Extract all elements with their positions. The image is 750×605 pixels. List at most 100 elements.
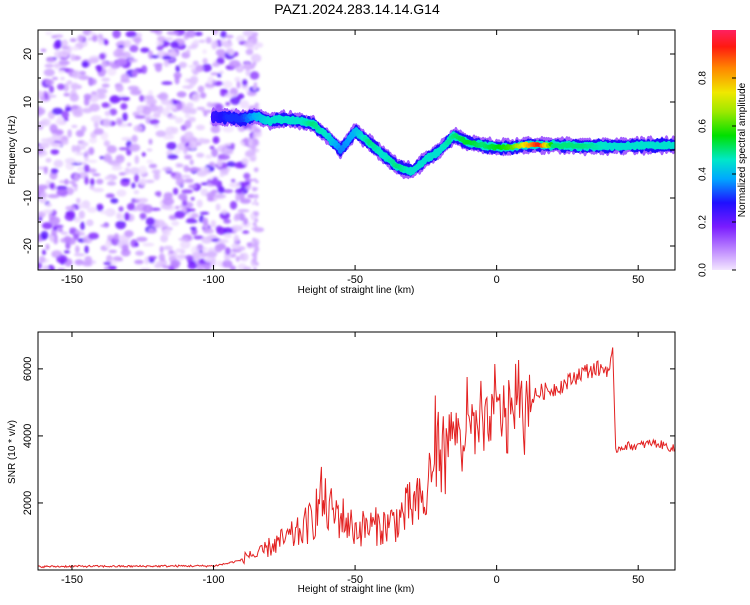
noise-speckle-cell (57, 70, 65, 74)
noise-speckle-cell (51, 76, 59, 81)
noise-speckle-cell (80, 221, 85, 231)
noise-speckle-cell (210, 125, 221, 134)
noise-speckle-cell (41, 197, 48, 203)
noise-speckle-cell (134, 115, 146, 119)
noise-speckle-cell (54, 50, 63, 59)
snr-x-tick-label: 50 (632, 574, 644, 586)
noise-speckle-cell (84, 176, 89, 185)
noise-speckle-cell (255, 225, 258, 228)
noise-speckle-cell (81, 161, 87, 165)
noise-speckle-cell (146, 98, 158, 106)
noise-speckle-cell (122, 112, 128, 122)
noise-speckle-cell (215, 49, 226, 57)
snr-y-tick-label: 4000 (22, 424, 34, 448)
noise-speckle-cell (235, 256, 240, 262)
noise-speckle-cell (219, 211, 230, 220)
noise-speckle-cell (93, 120, 99, 129)
noise-speckle-cell (138, 165, 147, 175)
noise-speckle-cell (181, 107, 190, 113)
noise-speckle-cell (193, 39, 200, 45)
noise-speckle-cell (81, 61, 89, 68)
noise-speckle-cell (121, 244, 129, 252)
noise-speckle-cell (71, 82, 79, 90)
noise-speckle-cell (155, 63, 162, 72)
noise-speckle-cell (63, 250, 70, 254)
noise-speckle-cell (148, 228, 156, 234)
noise-speckle-cell (101, 83, 110, 88)
noise-speckle-cell (170, 41, 179, 49)
noise-speckle-cell (149, 118, 160, 125)
noise-speckle-cell (75, 245, 80, 254)
noise-speckle-cell (162, 107, 170, 117)
noise-speckle-cell (237, 93, 245, 100)
noise-speckle-cell (45, 31, 53, 35)
noise-speckle-cell (157, 105, 164, 114)
noise-speckle-cell (141, 152, 146, 157)
noise-speckle-cell (45, 203, 52, 207)
noise-speckle-cell (184, 154, 193, 160)
noise-speckle-cell (53, 250, 61, 257)
noise-speckle-cell (222, 80, 233, 89)
noise-speckle-cell (60, 76, 65, 81)
noise-speckle-cell (115, 84, 124, 93)
noise-speckle-cell (170, 259, 181, 268)
noise-speckle-cell (185, 49, 191, 54)
noise-speckle-cell (56, 189, 68, 196)
noise-speckle-cell (73, 217, 81, 223)
noise-speckle-cell (104, 240, 112, 249)
noise-speckle-cell (77, 166, 85, 172)
noise-speckle-cell (61, 110, 69, 119)
noise-speckle-cell (121, 137, 133, 141)
noise-speckle-cell (46, 58, 56, 63)
noise-speckle-cell (89, 57, 99, 64)
noise-speckle-cell (244, 62, 251, 71)
noise-speckle-cell (197, 137, 206, 144)
noise-speckle-cell (38, 184, 49, 190)
noise-speckle-cell (231, 243, 240, 250)
noise-speckle-cell (75, 144, 81, 153)
noise-speckle-cell (69, 180, 76, 184)
noise-speckle-cell (183, 131, 194, 141)
noise-speckle-cell (205, 154, 213, 159)
noise-speckle-cell (216, 158, 223, 168)
noise-speckle-cell (49, 123, 58, 133)
noise-speckle-cell (148, 138, 153, 145)
noise-speckle-cell (101, 59, 107, 69)
noise-speckle-cell (111, 166, 123, 171)
noise-speckle-cell (184, 119, 192, 129)
noise-speckle-cell (193, 235, 205, 240)
noise-speckle-cell (209, 161, 215, 167)
noise-speckle-cell (191, 228, 198, 236)
noise-speckle-cell (185, 254, 194, 261)
noise-speckle-cell (64, 178, 69, 185)
snr-marks (38, 347, 675, 569)
noise-speckle-cell (214, 193, 227, 199)
snr-frame (37, 331, 676, 571)
noise-speckle-cell (171, 220, 180, 226)
noise-speckle-cell (225, 48, 234, 55)
noise-speckle-cell (113, 233, 120, 240)
noise-speckle-cell (166, 142, 177, 150)
noise-speckle-cell (38, 262, 43, 270)
noise-speckle-cell (61, 39, 68, 48)
noise-speckle-cell (186, 217, 196, 223)
noise-speckle-cell (230, 142, 235, 151)
noise-speckle-cell (115, 117, 123, 126)
spectrogram-y-tick-label: 10 (22, 96, 34, 108)
noise-speckle-cell (187, 213, 193, 217)
noise-speckle-cell (131, 199, 140, 204)
noise-speckle-cell (181, 174, 191, 178)
noise-speckle-cell (209, 145, 215, 150)
colorbar-label: Normalized spectral amplitude (737, 82, 748, 217)
noise-speckle-cell (92, 187, 105, 193)
noise-speckle-cell (243, 172, 251, 180)
noise-speckle-cell (158, 253, 166, 261)
noise-speckle-cell (229, 200, 238, 210)
noise-speckle-cell (201, 109, 214, 114)
colorbar-gradient (712, 30, 736, 270)
noise-speckle-cell (144, 256, 150, 265)
noise-speckle-cell (148, 163, 158, 169)
noise-speckle-cell (200, 188, 209, 197)
noise-speckle-cell (48, 216, 61, 225)
noise-speckle-cell (185, 30, 196, 38)
